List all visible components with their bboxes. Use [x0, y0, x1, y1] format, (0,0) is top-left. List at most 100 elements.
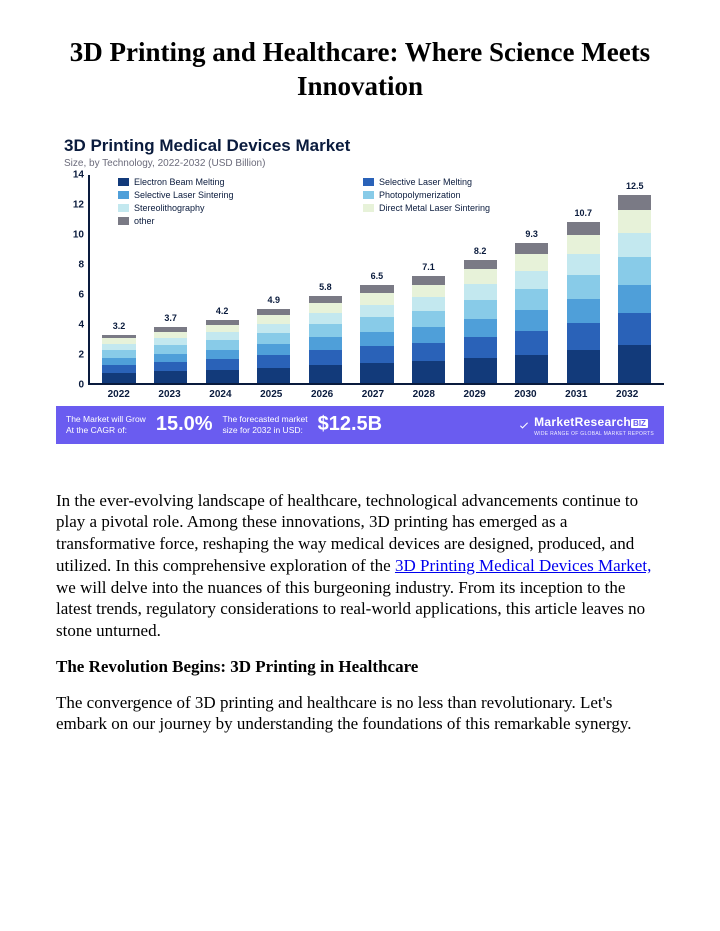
article-body: In the ever-evolving landscape of health…: [56, 490, 664, 736]
bar-column: 4.9: [251, 309, 297, 382]
bar-segment: [515, 271, 548, 289]
bar-segment: [515, 310, 548, 331]
bar-segment: [515, 254, 548, 271]
legend-item: other: [118, 216, 349, 226]
paragraph-1: In the ever-evolving landscape of health…: [56, 490, 664, 642]
bar-segment: [102, 365, 135, 373]
bar-value-label: 12.5: [626, 181, 644, 191]
bar-segment: [618, 345, 651, 383]
bar-segment: [618, 210, 651, 233]
bar-segment: [360, 346, 393, 363]
bar-segment: [567, 235, 600, 254]
bar-segment: [309, 324, 342, 337]
x-tick: 2027: [350, 389, 395, 400]
page-title: 3D Printing and Healthcare: Where Scienc…: [56, 36, 664, 104]
bar-segment: [154, 371, 187, 382]
legend-item: Stereolithography: [118, 203, 349, 213]
bar-segment: [515, 289, 548, 310]
y-tick: 4: [78, 319, 84, 330]
plot-area: Electron Beam Melting Selective Laser Mel…: [90, 175, 664, 385]
legend-swatch: [363, 191, 374, 199]
banner-cagr-label-1: The Market will Grow: [66, 414, 146, 424]
legend-label: other: [134, 216, 155, 226]
legend-swatch: [118, 178, 129, 186]
bar-column: 12.5: [612, 195, 658, 383]
bar-column: 6.5: [354, 285, 400, 382]
bar-segment: [464, 269, 497, 284]
bar-segment: [515, 243, 548, 254]
bar-segment: [102, 373, 135, 383]
bar-segment: [257, 324, 290, 334]
bar-stack: 4.9: [257, 309, 290, 382]
p1-text-b: we will delve into the nuances of this b…: [56, 578, 645, 641]
banner-cagr-label-2: At the CAGR of:: [66, 425, 146, 435]
y-tick: 10: [73, 229, 84, 240]
x-tick: 2029: [452, 389, 497, 400]
legend-swatch: [363, 204, 374, 212]
legend-swatch: [118, 191, 129, 199]
legend-label: Selective Laser Sintering: [134, 190, 234, 200]
x-tick: 2032: [604, 389, 649, 400]
brand-block: MarketResearchBIZ WIDE RANGE OF GLOBAL M…: [518, 413, 654, 437]
bar-segment: [618, 285, 651, 313]
legend-item: Selective Laser Melting: [363, 177, 594, 187]
bar-segment: [567, 254, 600, 275]
chart-subtitle: Size, by Technology, 2022-2032 (USD Bill…: [56, 158, 664, 175]
bar-segment: [257, 315, 290, 324]
legend-label: Photopolymerization: [379, 190, 461, 200]
y-tick: 8: [78, 259, 84, 270]
x-tick: 2025: [249, 389, 294, 400]
chart-card: 3D Printing Medical Devices Market Size,…: [56, 132, 664, 444]
bar-value-label: 3.7: [164, 313, 177, 323]
legend-swatch: [118, 204, 129, 212]
chart-body: 14121086420 Electron Beam MeltingSelecti…: [56, 175, 664, 385]
market-link[interactable]: 3D Printing Medical Devices Market,: [395, 556, 651, 575]
article-subhead: The Revolution Begins: 3D Printing in He…: [56, 656, 664, 678]
brand-name: MarketResearch: [534, 415, 631, 429]
bar-stack: 4.2: [206, 320, 239, 383]
bar-segment: [360, 305, 393, 318]
banner-forecast-label-1: The forecasted market: [223, 414, 308, 424]
bar-segment: [309, 337, 342, 350]
bar-segment: [567, 275, 600, 299]
x-axis: 2022202320242025202620272028202920302031…: [56, 385, 664, 400]
y-tick: 6: [78, 289, 84, 300]
bar-segment: [515, 331, 548, 355]
banner-forecast-value: $12.5B: [318, 413, 383, 436]
bar-stack: 3.7: [154, 327, 187, 382]
bar-segment: [464, 319, 497, 337]
legend-label: Stereolithography: [134, 203, 205, 213]
bar-value-label: 4.9: [268, 295, 281, 305]
y-tick: 12: [73, 199, 84, 210]
x-tick: 2028: [401, 389, 446, 400]
bar-column: 9.3: [509, 243, 555, 382]
bar-segment: [154, 354, 187, 362]
bar-segment: [618, 257, 651, 285]
chart-legend: Electron Beam Melting Selective Laser Mel…: [118, 177, 594, 226]
bar-segment: [567, 299, 600, 323]
bar-stack: 12.5: [618, 195, 651, 383]
x-tick: 2024: [198, 389, 243, 400]
legend-swatch: [118, 217, 129, 225]
bar-segment: [464, 300, 497, 318]
bar-segment: [309, 365, 342, 382]
bar-segment: [618, 313, 651, 345]
legend-item: Electron Beam Melting: [118, 177, 349, 187]
bar-stack: 6.5: [360, 285, 393, 382]
bar-value-label: 7.1: [422, 262, 435, 272]
bar-stack: 8.2: [464, 260, 497, 383]
bar-value-label: 3.2: [113, 321, 126, 331]
bar-segment: [154, 338, 187, 345]
bar-segment: [412, 311, 445, 327]
x-tick: 2030: [503, 389, 548, 400]
bar-column: 7.1: [405, 276, 451, 382]
bar-segment: [309, 313, 342, 324]
bar-value-label: 9.3: [525, 229, 538, 239]
brand-tagline: WIDE RANGE OF GLOBAL MARKET REPORTS: [534, 431, 654, 437]
chart-title: 3D Printing Medical Devices Market: [56, 132, 664, 158]
bar-segment: [102, 358, 135, 365]
bar-segment: [154, 332, 187, 339]
x-tick: 2031: [554, 389, 599, 400]
bar-segment: [257, 355, 290, 367]
legend-item: Direct Metal Laser Sintering: [363, 203, 594, 213]
